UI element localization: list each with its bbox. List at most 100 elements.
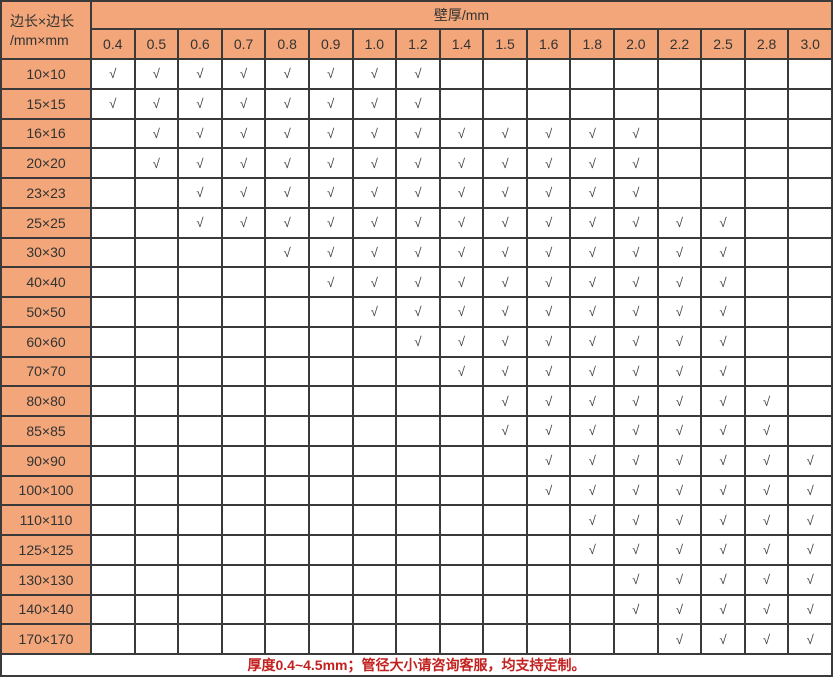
spec-cell-25×25-2.8 — [745, 208, 788, 237]
spec-cell-20×20-2.8 — [745, 149, 788, 177]
spec-cell-85×85-0.6 — [179, 417, 221, 445]
spec-cell-23×23-0.8: √ — [266, 179, 308, 207]
check-icon: √ — [196, 66, 204, 82]
check-icon: √ — [806, 482, 814, 498]
spec-cell-130×130-0.8 — [266, 565, 308, 594]
spec-cell-10×10-0.4: √ — [92, 60, 134, 88]
spec-cell-60×60-0.9 — [309, 327, 352, 356]
check-icon: √ — [806, 512, 814, 528]
check-icon: √ — [632, 274, 640, 290]
check-icon: √ — [370, 215, 378, 231]
spec-cell-20×20-1.0: √ — [353, 149, 396, 177]
spec-cell-140×140-0.8 — [266, 595, 308, 624]
spec-cell-90×90-1.6: √ — [527, 446, 570, 475]
spec-cell-20×20-0.8: √ — [266, 149, 308, 177]
size-header-cell: 边长×边长 /mm×mm — [2, 2, 90, 58]
spec-cell-100×100-1.8: √ — [571, 476, 614, 505]
spec-cell-40×40-3.0 — [789, 268, 831, 296]
row-size-label-30×30: 30×30 — [2, 238, 90, 267]
spec-cell-10×10-1.8 — [571, 60, 614, 88]
row-size-label-25×25: 25×25 — [2, 208, 90, 237]
spec-cell-25×25-3.0 — [789, 208, 831, 237]
check-icon: √ — [632, 542, 640, 558]
spec-cell-10×10-2.2 — [658, 60, 701, 88]
spec-cell-170×170-1.4 — [440, 625, 483, 653]
spec-cell-23×23-0.5 — [135, 179, 178, 207]
check-icon: √ — [414, 334, 422, 350]
spec-cell-30×30-2.8 — [745, 238, 788, 267]
spec-cell-110×110-3.0: √ — [789, 506, 831, 534]
spec-cell-30×30-0.9: √ — [309, 238, 352, 267]
check-icon: √ — [109, 96, 117, 112]
spec-cell-130×130-0.7 — [222, 565, 265, 594]
check-icon: √ — [675, 453, 683, 469]
spec-cell-85×85-0.4 — [92, 417, 134, 445]
spec-cell-70×70-2.8 — [745, 357, 788, 386]
spec-cell-20×20-1.2: √ — [397, 149, 439, 177]
spec-cell-90×90-1.2 — [397, 446, 439, 475]
check-icon: √ — [196, 125, 204, 141]
spec-cell-60×60-0.6 — [179, 327, 221, 356]
spec-cell-15×15-1.0: √ — [353, 89, 396, 118]
spec-cell-16×16-1.8: √ — [571, 119, 614, 148]
check-icon: √ — [588, 542, 596, 558]
spec-cell-25×25-0.5 — [135, 208, 178, 237]
check-icon: √ — [719, 304, 727, 320]
spec-cell-16×16-3.0 — [789, 119, 831, 148]
check-icon: √ — [719, 542, 727, 558]
spec-cell-15×15-2.8 — [745, 89, 788, 118]
spec-cell-25×25-0.6: √ — [179, 208, 221, 237]
check-icon: √ — [806, 453, 814, 469]
spec-cell-50×50-3.0 — [789, 298, 831, 326]
check-icon: √ — [239, 215, 248, 231]
spec-cell-110×110-1.6 — [527, 506, 570, 534]
spec-cell-40×40-1.2: √ — [397, 268, 439, 296]
spec-cell-23×23-1.8: √ — [571, 179, 614, 207]
spec-cell-170×170-1.6 — [527, 625, 570, 653]
footer-note: 厚度0.4~4.5mm；管径大小请咨询客服，均支持定制。 — [2, 655, 831, 675]
spec-cell-110×110-0.8 — [266, 506, 308, 534]
spec-cell-10×10-1.6 — [527, 60, 570, 88]
row-size-label-125×125: 125×125 — [2, 536, 90, 564]
check-icon: √ — [588, 125, 596, 141]
spec-cell-10×10-1.0: √ — [353, 60, 396, 88]
spec-cell-125×125-0.4 — [92, 536, 134, 564]
check-icon: √ — [457, 185, 466, 201]
row-size-label-15×15: 15×15 — [2, 89, 90, 118]
check-icon: √ — [501, 304, 509, 320]
spec-cell-90×90-0.9 — [309, 446, 352, 475]
spec-cell-130×130-2.8: √ — [745, 565, 788, 594]
spec-cell-15×15-1.2: √ — [397, 89, 439, 118]
spec-cell-40×40-0.8 — [266, 268, 308, 296]
spec-cell-100×100-0.6 — [179, 476, 221, 505]
check-icon: √ — [414, 274, 422, 290]
check-icon: √ — [501, 393, 509, 409]
spec-cell-100×100-3.0: √ — [789, 476, 831, 505]
spec-cell-85×85-1.8: √ — [571, 417, 614, 445]
check-icon: √ — [806, 601, 814, 617]
check-icon: √ — [719, 334, 727, 350]
check-icon: √ — [545, 244, 553, 260]
check-icon: √ — [545, 274, 553, 290]
spec-cell-100×100-0.4 — [92, 476, 134, 505]
spec-cell-90×90-1.8: √ — [571, 446, 614, 475]
spec-cell-70×70-0.4 — [92, 357, 134, 386]
spec-cell-80×80-1.2 — [397, 387, 439, 415]
spec-cell-110×110-0.7 — [222, 506, 265, 534]
spec-cell-50×50-1.4: √ — [440, 298, 483, 326]
row-size-label-40×40: 40×40 — [2, 268, 90, 296]
spec-cell-30×30-1.6: √ — [527, 238, 570, 267]
spec-cell-170×170-1.0 — [353, 625, 396, 653]
check-icon: √ — [675, 512, 683, 528]
thickness-col-header-2.5: 2.5 — [702, 30, 744, 58]
check-icon: √ — [370, 96, 378, 112]
spec-cell-170×170-0.4 — [92, 625, 134, 653]
spec-cell-130×130-3.0: √ — [789, 565, 831, 594]
spec-cell-16×16-0.8: √ — [266, 119, 308, 148]
check-icon: √ — [327, 155, 335, 171]
spec-cell-23×23-0.6: √ — [179, 179, 221, 207]
check-icon: √ — [632, 363, 640, 379]
spec-cell-25×25-1.4: √ — [440, 208, 483, 237]
spec-cell-10×10-1.2: √ — [397, 60, 439, 88]
